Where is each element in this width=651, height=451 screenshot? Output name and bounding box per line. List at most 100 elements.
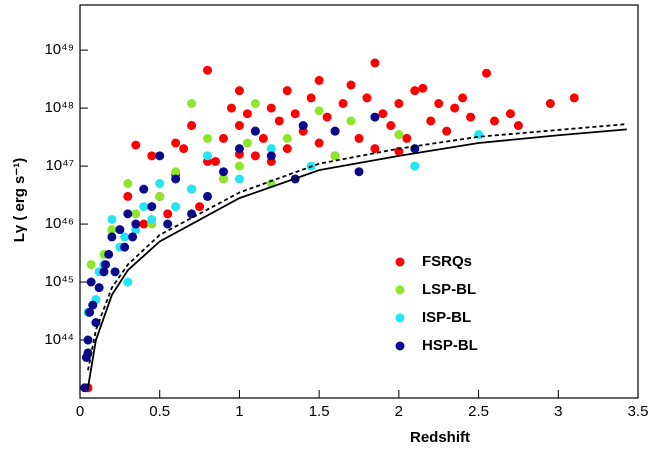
point (266, 144, 276, 154)
legend-marker (395, 257, 405, 267)
point (218, 174, 228, 184)
x-tick-label: 3 (554, 403, 562, 420)
point (569, 93, 579, 103)
point (370, 144, 380, 154)
point (266, 103, 276, 113)
point (147, 151, 157, 161)
y-tick-label: 10⁴⁴ (44, 331, 74, 348)
point (226, 103, 236, 113)
point (139, 219, 149, 229)
point (123, 191, 133, 201)
point (187, 121, 197, 131)
point (370, 112, 380, 122)
point (99, 267, 109, 277)
point (171, 202, 181, 212)
point (370, 58, 380, 68)
point (218, 167, 228, 177)
point (513, 121, 523, 131)
point (203, 65, 213, 75)
point (234, 121, 244, 131)
y-tick-label: 10⁴⁸ (45, 99, 74, 116)
point (282, 144, 292, 154)
point (442, 126, 452, 136)
point (139, 184, 149, 194)
point (123, 179, 133, 189)
legend-label: HSP-BL (422, 337, 478, 354)
point (155, 151, 165, 161)
point (131, 209, 141, 219)
point (282, 133, 292, 143)
legend-marker (395, 341, 405, 351)
x-tick-label: 1.5 (309, 403, 330, 420)
x-tick-label: 1 (235, 403, 243, 420)
point (107, 232, 117, 242)
point (203, 151, 213, 161)
curve (87, 128, 627, 388)
point (298, 121, 308, 131)
point (171, 138, 181, 148)
point (128, 232, 138, 242)
point (266, 151, 276, 161)
point (171, 167, 181, 177)
y-tick-label: 10⁴⁹ (44, 41, 74, 58)
point (545, 99, 555, 109)
point (131, 140, 141, 150)
point (362, 93, 372, 103)
point (187, 99, 197, 109)
point (104, 249, 114, 259)
point (131, 219, 141, 229)
curve (87, 123, 627, 371)
point (394, 130, 404, 140)
point (139, 202, 149, 212)
y-tick-label: 10⁴⁷ (45, 157, 74, 174)
point (218, 133, 228, 143)
point (258, 133, 268, 143)
point (86, 277, 96, 287)
point (94, 283, 104, 293)
point (147, 214, 157, 224)
point (211, 156, 221, 166)
y-tick-label: 10⁴⁶ (45, 215, 74, 232)
point (187, 184, 197, 194)
x-axis-label: Redshift (410, 429, 470, 446)
point (410, 86, 420, 96)
point (330, 126, 340, 136)
point (123, 277, 133, 287)
point (234, 86, 244, 96)
point (85, 307, 95, 317)
point (330, 151, 340, 161)
point (171, 174, 181, 184)
point (378, 109, 388, 119)
point (250, 126, 260, 136)
x-tick-label: 0 (76, 403, 84, 420)
point (203, 133, 213, 143)
point (338, 99, 348, 109)
legend-marker (395, 313, 405, 323)
point (163, 219, 173, 229)
point (505, 109, 515, 119)
point (346, 116, 356, 126)
plot-frame (79, 4, 639, 399)
legend-label: FSRQs (422, 253, 472, 270)
point (110, 267, 120, 277)
legend-label: ISP-BL (422, 309, 471, 326)
point (242, 109, 252, 119)
point (80, 383, 90, 393)
x-tick-label: 2 (395, 403, 403, 420)
x-tick-label: 3.5 (628, 403, 649, 420)
point (314, 138, 324, 148)
point (346, 80, 356, 90)
point (410, 161, 420, 171)
legend-label: LSP-BL (422, 281, 476, 298)
point (290, 109, 300, 119)
point (234, 161, 244, 171)
point (402, 133, 412, 143)
point (115, 225, 125, 235)
point (314, 106, 324, 116)
point (490, 116, 500, 126)
point (123, 209, 133, 219)
point (458, 93, 468, 103)
point (203, 191, 213, 201)
point (250, 99, 260, 109)
